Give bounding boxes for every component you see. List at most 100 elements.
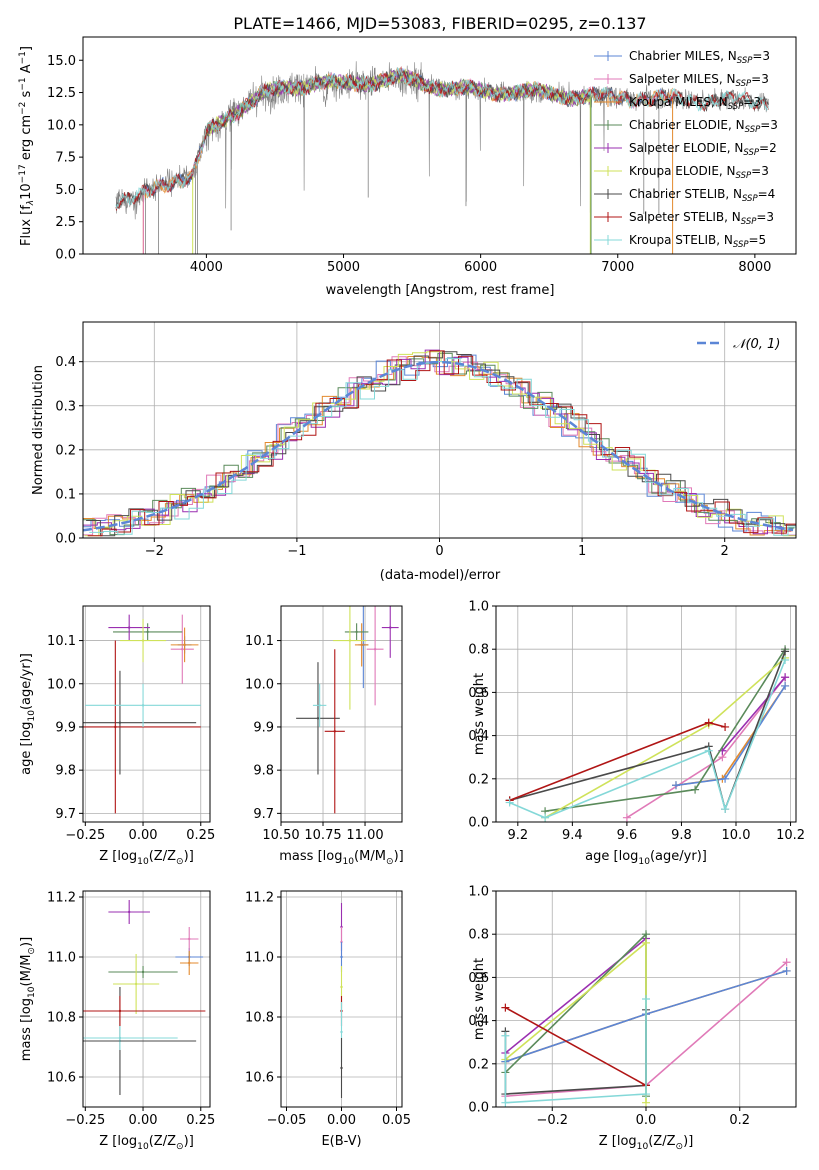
mass-vs-z-panel-point xyxy=(188,937,191,941)
mass-vs-z-panel-point xyxy=(127,910,131,914)
spectrum-model-line xyxy=(142,68,673,197)
age-vs-mass-panel-point xyxy=(348,639,352,642)
weight-vs-z-panel: −0.2 0.0 0.2 0.0 0.2 0.4 0.6 0.8 1.0 xyxy=(468,885,797,1128)
weight-vs-age-panel-series-marker xyxy=(704,718,713,727)
residuals-histogram-line xyxy=(83,352,795,536)
spectrum-ylabel-part: λ xyxy=(26,200,36,206)
legend-sub: SSP xyxy=(733,240,749,250)
mass-vs-ebv-panel-xtick-label: 0.00 xyxy=(327,1113,356,1128)
mass-vs-z-panel-xtick-label: −0.25 xyxy=(65,1113,105,1128)
legend-name: Kroupa ELODIE, N xyxy=(629,164,736,178)
age-vs-mass-panel-xtick-label: 10.50 xyxy=(262,828,299,843)
legend-suffix: =3 xyxy=(756,210,774,224)
age-vs-z-panel-point xyxy=(141,704,145,707)
mass-vs-z-panel-ytick-label: 10.6 xyxy=(47,1071,76,1086)
legend-name: Chabrier STELIB, N xyxy=(629,187,742,201)
weight-vs-age-panel-xlabel-part: age [log xyxy=(585,849,638,864)
weight-vs-z-panel-xlabel-part: Z [log xyxy=(599,1134,637,1149)
residuals-panel-xtick-label: −2 xyxy=(145,544,164,559)
weight-vs-z-panel-series-line xyxy=(505,1006,647,1087)
residuals-panel-xtick-label: 2 xyxy=(721,544,729,559)
residuals-panel-ytick-label: 0.3 xyxy=(55,399,76,414)
weight-vs-z-panel-series-marker xyxy=(501,1003,510,1012)
mass-vs-z-panel-point xyxy=(118,1009,122,1013)
spectrum-panel-frame xyxy=(82,36,797,255)
age-vs-z-panel-point xyxy=(183,643,186,647)
weight-vs-z-panel-series-marker xyxy=(642,930,650,939)
weight-vs-z-panel-xtick-label: 0.2 xyxy=(729,1113,750,1128)
weight-vs-age-panel-series-marker xyxy=(691,785,700,794)
weight-vs-age-panel-series-line xyxy=(721,676,786,752)
weight-vs-z-panel-plot xyxy=(496,891,796,1107)
legend-sub: SSP xyxy=(728,102,744,112)
spectrum-legend-label: Salpeter ELODIE, NSSP=2 xyxy=(629,141,777,158)
legend-suffix: =2 xyxy=(759,141,777,155)
age-vs-z-panel-xtick-label: 0.25 xyxy=(186,828,215,843)
age-vs-z-panel-ytick-label: 9.7 xyxy=(55,807,76,822)
weight-vs-z-panel-ytick-label: 0.0 xyxy=(468,1101,489,1116)
weight-vs-z-panel-xtick-label: −0.2 xyxy=(536,1113,568,1128)
spectrum-ylabel-part: −17 xyxy=(18,164,28,183)
spectrum-ylabel-part: 10 xyxy=(19,183,34,200)
weight-vs-age-panel-series-marker xyxy=(781,673,790,682)
weight-vs-age-panel-ytick-label: 1.0 xyxy=(468,600,489,615)
age-vs-mass-panel-point xyxy=(333,730,336,733)
age-vs-mass-panel-xlabel-part: (M/M xyxy=(354,849,386,864)
spectrum-panel-xtick-label: 4000 xyxy=(190,260,223,275)
age-vs-z-panel-ylabel-part: age [log xyxy=(19,722,34,775)
age-vs-z-panel-ylabel-part: (age/yr)] xyxy=(19,653,34,710)
figure-title: PLATE=1466, MJD=53083, FIBERID=0295, z=0… xyxy=(233,14,646,33)
legend-sub: SSP xyxy=(742,194,758,204)
spectrum-model-line xyxy=(206,68,591,137)
spectrum-ylabel-part: Flux [f xyxy=(19,205,34,246)
age-vs-z-panel-point xyxy=(141,639,145,642)
weight-vs-age-panel-ylabel: mass weight xyxy=(472,673,487,755)
age-vs-mass-panel-ytick-label: 10.0 xyxy=(245,677,274,692)
mass-vs-ebv-panel-point xyxy=(340,985,343,989)
mass-vs-z-panel-ylabel: mass [log10(M/M⊙)] xyxy=(19,937,37,1061)
age-vs-mass-panel-point xyxy=(373,648,377,651)
age-vs-z-panel-xlabel-part: ⊙ xyxy=(176,857,184,867)
age-vs-z-panel-xlabel-part: Z [log xyxy=(99,849,137,864)
legend-suffix: =4 xyxy=(758,187,776,201)
residuals-panel-ytick-label: 0.1 xyxy=(55,487,76,502)
spectrum-panel-xtick-label: 6000 xyxy=(464,260,497,275)
mass-vs-ebv-panel-xtick-label: −0.05 xyxy=(267,1113,307,1128)
mass-vs-ebv-panel-xtick-label: 0.05 xyxy=(382,1113,411,1128)
weight-vs-z-panel-ytick-label: 1.0 xyxy=(468,885,489,900)
spectrum-panel-xtick-label: 7000 xyxy=(601,260,634,275)
weight-vs-age-panel-series-marker xyxy=(781,647,790,656)
age-vs-mass-panel-point xyxy=(318,704,321,707)
mass-vs-z-panel-ytick-label: 10.8 xyxy=(47,1011,76,1026)
weight-vs-age-panel-series-marker xyxy=(721,774,730,783)
weight-vs-age-panel-ytick-label: 0.6 xyxy=(468,686,489,701)
spectrum-panel-ytick-label: 7.5 xyxy=(55,151,76,166)
mass-vs-z-panel-xlabel: Z [log10(Z/Z⊙)] xyxy=(99,1134,194,1152)
weight-vs-age-panel-xtick-label: 10.2 xyxy=(776,828,805,843)
weight-vs-age-panel-frame xyxy=(495,605,797,823)
age-vs-z-panel-xtick-label: −0.25 xyxy=(65,828,105,843)
weight-vs-z-panel-series-marker xyxy=(642,1098,650,1107)
mass-vs-ebv-panel: −0.05 0.00 0.05 10.6 10.8 11.0 11.2 xyxy=(245,890,411,1128)
age-vs-z-panel-ytick-label: 10.1 xyxy=(47,634,76,649)
spectrum-ylabel-part: erg cm xyxy=(19,115,34,164)
weight-vs-z-panel-series-marker xyxy=(642,995,650,1003)
spectrum-legend-label: Chabrier MILES, NSSP=3 xyxy=(629,49,770,66)
weight-vs-age-panel-xlabel-part: 10 xyxy=(638,857,650,867)
mass-vs-z-panel-point xyxy=(134,982,138,986)
spectrum-ylabel-part: −2 xyxy=(18,102,28,115)
residuals-xlabel: (data-model)/error xyxy=(380,568,501,583)
spectrum-panel-ytick-label: 10.0 xyxy=(47,118,76,133)
spectrum-legend-label: Chabrier STELIB, NSSP=4 xyxy=(629,187,775,204)
weight-vs-age-panel-series-line xyxy=(509,659,786,819)
residuals-histogram-line xyxy=(84,351,796,537)
age-vs-z-panel-ytick-label: 9.8 xyxy=(55,764,76,779)
mass-vs-z-panel-xlabel-part: ⊙ xyxy=(176,1142,184,1152)
weight-vs-age-panel-plot xyxy=(496,606,796,822)
spectrum-ylabel-part: −1 xyxy=(18,77,28,90)
age-vs-z-panel-point xyxy=(118,721,122,724)
legend-sub: SSP xyxy=(743,148,759,158)
